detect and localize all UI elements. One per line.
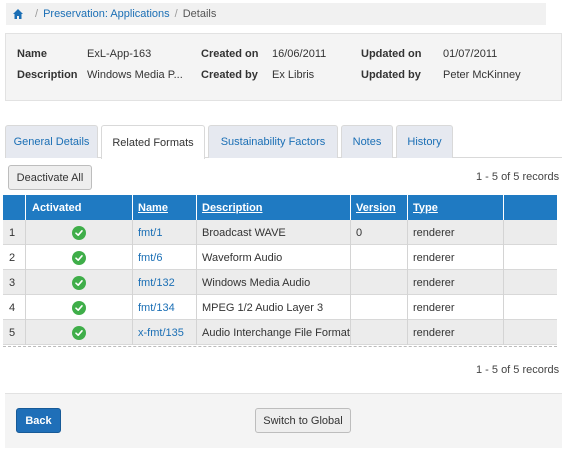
activated-cell — [25, 245, 132, 270]
tab-sustainability-factors[interactable]: Sustainability Factors — [208, 125, 338, 158]
header-version[interactable]: Version — [350, 195, 407, 220]
tab-related-formats[interactable]: Related Formats — [101, 125, 205, 159]
check-circle-icon — [72, 275, 86, 290]
header-row-number — [3, 195, 25, 220]
table-row[interactable]: 2 fmt/6 Waveform Audio renderer — [3, 245, 557, 270]
breadcrumb-separator: / — [35, 8, 39, 20]
updated-on-label: Updated on — [361, 48, 422, 60]
header-activated: Activated — [25, 195, 132, 220]
row-number-cell: 4 — [9, 301, 16, 314]
version-cell — [350, 270, 407, 295]
actions-cell — [503, 245, 557, 270]
name-cell[interactable]: fmt/132 — [132, 270, 196, 295]
updated-by-value: Peter McKinney — [443, 69, 521, 81]
updated-by-label: Updated by — [361, 69, 421, 81]
activated-cell — [25, 295, 132, 320]
updated-on-value: 01/07/2011 — [443, 48, 498, 60]
table-header: Activated Name Description Version Type — [3, 195, 557, 220]
deactivate-all-button[interactable]: Deactivate All — [8, 165, 92, 190]
name-cell[interactable]: x-fmt/135 — [132, 320, 196, 345]
activated-cell — [25, 220, 132, 245]
row-number-cell: 1 — [9, 226, 16, 239]
row-number-cell: 2 — [9, 251, 16, 264]
check-circle-icon — [72, 300, 86, 315]
header-type[interactable]: Type — [407, 195, 503, 220]
table-row[interactable]: 4 fmt/134 MPEG 1/2 Audio Layer 3 renderer — [3, 295, 557, 320]
tab-general-details[interactable]: General Details — [5, 125, 98, 158]
details-summary-panel: Name ExL-App-163 Description Windows Med… — [5, 33, 562, 101]
header-actions — [503, 195, 557, 220]
tab-notes[interactable]: Notes — [341, 125, 393, 158]
description-cell: Audio Interchange File Format — [196, 320, 350, 345]
name-cell[interactable]: fmt/1 — [132, 220, 196, 245]
tab-history[interactable]: History — [396, 125, 453, 158]
created-by-value: Ex Libris — [272, 69, 315, 81]
version-cell — [350, 245, 407, 270]
name-value: ExL-App-163 — [87, 48, 152, 60]
description-cell: Broadcast WAVE — [196, 220, 350, 245]
table-row[interactable]: 1 fmt/1 Broadcast WAVE 0 renderer — [3, 220, 557, 245]
type-cell: renderer — [407, 295, 503, 320]
activated-cell — [25, 270, 132, 295]
header-description[interactable]: Description — [196, 195, 350, 220]
breadcrumb-separator: / — [174, 8, 178, 20]
records-count-top: 1 - 5 of 5 records — [476, 171, 560, 183]
description-label: Description — [17, 69, 78, 81]
check-circle-icon — [72, 250, 86, 265]
version-cell: 0 — [350, 220, 407, 245]
description-cell: Waveform Audio — [196, 245, 350, 270]
created-by-label: Created by — [201, 69, 258, 81]
switch-to-global-button[interactable]: Switch to Global — [255, 408, 351, 433]
name-cell[interactable]: fmt/6 — [132, 245, 196, 270]
table-row[interactable]: 5 x-fmt/135 Audio Interchange File Format r… — [3, 320, 557, 345]
records-count-bottom: 1 - 5 of 5 records — [476, 364, 560, 376]
type-cell: renderer — [407, 220, 503, 245]
back-button[interactable]: Back — [16, 408, 61, 433]
check-circle-icon — [72, 325, 86, 340]
tab-bar: General Details Related Formats Sustaina… — [5, 125, 562, 159]
breadcrumb: / Preservation: Applications / Details — [6, 3, 546, 25]
description-value: Windows Media P... — [87, 69, 183, 81]
activated-cell — [25, 320, 132, 345]
row-number-cell: 3 — [9, 276, 16, 289]
created-on-label: Created on — [201, 48, 259, 60]
actions-cell — [503, 295, 557, 320]
actions-cell — [503, 270, 557, 295]
actions-cell — [503, 320, 557, 345]
type-cell: renderer — [407, 320, 503, 345]
breadcrumb-link-applications[interactable]: Preservation: Applications — [43, 8, 170, 20]
row-number-cell: 5 — [9, 326, 16, 339]
description-cell: MPEG 1/2 Audio Layer 3 — [196, 295, 350, 320]
name-cell[interactable]: fmt/134 — [132, 295, 196, 320]
description-cell: Windows Media Audio — [196, 270, 350, 295]
version-cell — [350, 295, 407, 320]
table-bottom-border — [3, 346, 557, 347]
footer-bar: Back Switch to Global — [5, 393, 562, 448]
home-icon[interactable] — [12, 8, 24, 20]
header-name[interactable]: Name — [132, 195, 196, 220]
check-circle-icon — [72, 225, 86, 240]
table-row[interactable]: 3 fmt/132 Windows Media Audio renderer — [3, 270, 557, 295]
breadcrumb-current: Details — [182, 8, 217, 20]
actions-cell — [503, 220, 557, 245]
name-label: Name — [17, 48, 47, 60]
version-cell — [350, 320, 407, 345]
type-cell: renderer — [407, 245, 503, 270]
type-cell: renderer — [407, 270, 503, 295]
created-on-value: 16/06/2011 — [272, 48, 327, 60]
